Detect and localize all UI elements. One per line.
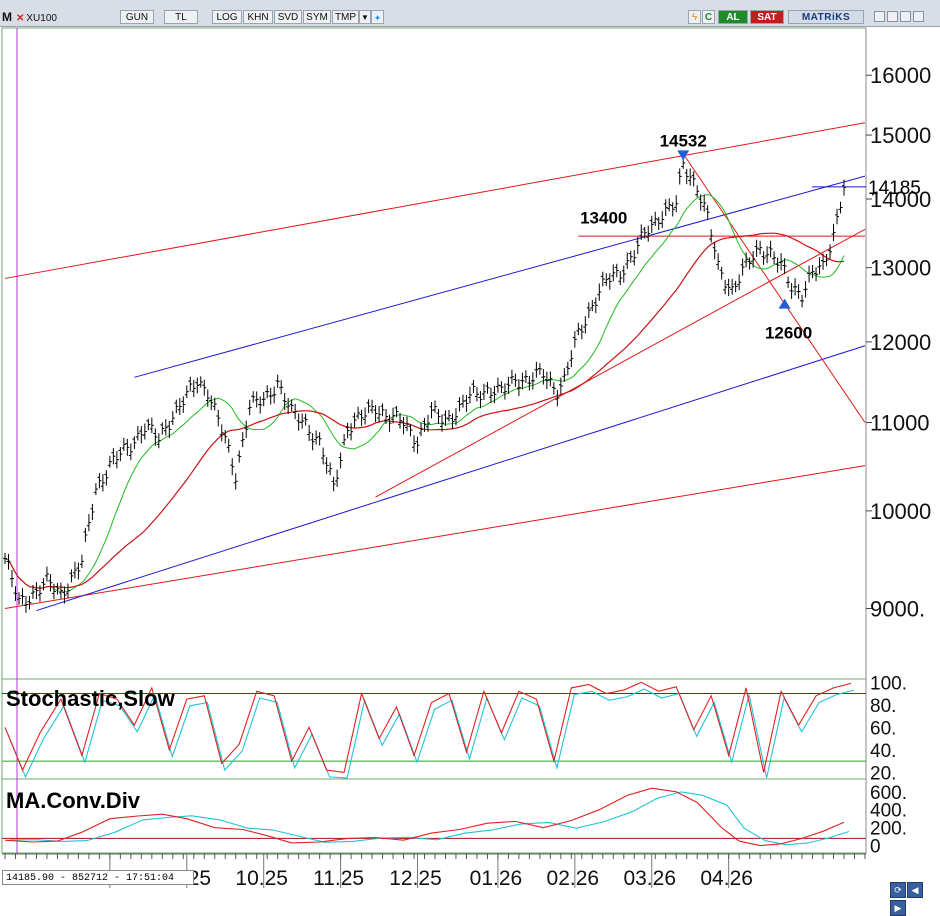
macd-tick-label: 600. <box>870 783 907 804</box>
x-icon: ✕ <box>16 13 25 24</box>
stochastic-tick-label: 100. <box>870 673 907 694</box>
y-tick-label: 12000 <box>870 330 931 355</box>
toolbar-button-khn[interactable]: KHN <box>243 10 273 24</box>
main-panel-frame <box>1 27 867 680</box>
help-icon[interactable] <box>874 11 885 22</box>
refresh-c-icon[interactable]: C <box>702 10 715 24</box>
toolbar-button-svd[interactable]: SVD <box>274 10 302 24</box>
peak-label: 14532 <box>660 131 707 150</box>
scroll-left-icon[interactable]: ◀ <box>907 882 923 898</box>
scroll-right-icon[interactable]: ▶ <box>890 900 906 916</box>
close-icon[interactable] <box>913 11 924 22</box>
toolbar-button-sym[interactable]: SYM <box>303 10 331 24</box>
y-tick-label: 13000 <box>870 256 931 281</box>
red-trend-line <box>4 122 866 279</box>
panel-frames <box>1 27 867 854</box>
x-tick-label: 12.25 <box>389 867 442 890</box>
trough-up-arrow-icon <box>778 298 791 309</box>
level-label: 13400 <box>580 209 627 228</box>
x-tick-label: 11.25 <box>313 867 364 890</box>
y-tick-label: 10000 <box>870 499 931 524</box>
price-bars <box>3 157 847 613</box>
macd-title: MA.Conv.Div <box>6 788 141 813</box>
x-tick-label: 04.26 <box>700 867 753 890</box>
x-tick-label: 03.26 <box>623 867 676 890</box>
toolbar: M ✕ XU100 GUN TL LOG KHN SVD SYM TMP ▼ ✦ ϟ… <box>0 0 940 27</box>
stochastic-tick-label: 60. <box>870 718 896 739</box>
trough-label: 12600 <box>765 324 812 343</box>
refresh-icon[interactable]: ⟳ <box>890 882 906 898</box>
status-readout: 14185.90 - 852712 - 17:51:04 <box>2 870 194 885</box>
red-trend-line <box>4 465 866 610</box>
stochastic-panel: 20.40.60.80.100. Stochastic,Slow <box>2 673 907 784</box>
blue-trend-line <box>134 175 866 378</box>
symbol-code: XU100 <box>26 13 57 24</box>
y-tick-label: 16000 <box>870 63 931 88</box>
y-tick-label: 11000 <box>870 411 930 436</box>
buy-button[interactable]: AL <box>718 10 748 24</box>
red-trend-line <box>375 228 866 498</box>
x-tick-label: 10.25 <box>235 867 288 890</box>
stochastic-title: Stochastic,Slow <box>6 686 176 711</box>
stochastic-d-line <box>7 688 855 779</box>
axes: 9000. 10000 11000 12000 13000 14000 15000 16000… <box>2 63 931 890</box>
macd-signal-line <box>10 791 850 846</box>
red-trend-line <box>682 153 866 423</box>
trend-lines <box>4 122 866 612</box>
macd-tick-label: 0 <box>870 837 881 858</box>
x-tick-label: 01.26 <box>470 867 523 890</box>
stochastic-k-line <box>4 681 852 774</box>
annotations: 14532 13400 12600 <box>580 131 812 342</box>
last-price-label: 14185 <box>868 178 921 199</box>
y-tick-label: 9000. <box>870 597 925 622</box>
maximize-icon[interactable] <box>900 11 911 22</box>
sell-button[interactable]: SAT <box>750 10 784 24</box>
blue-trend-line <box>36 345 866 612</box>
flash-icon[interactable]: ϟ <box>688 10 701 24</box>
y-tick-label: 15000 <box>870 123 931 148</box>
price-chart[interactable]: 14532 13400 12600 20.40.60.80.100. Stochast… <box>0 26 940 906</box>
y-tick-label: 14000 <box>870 187 931 212</box>
brand-label: MATRiKS <box>788 10 864 24</box>
toolbar-button-tmp[interactable]: TMP <box>332 10 359 24</box>
navigation-buttons: ⟳ ◀▶ <box>890 880 940 916</box>
stochastic-tick-label: 40. <box>870 741 896 762</box>
toolbar-button-tl[interactable]: TL <box>164 10 198 24</box>
minimize-icon[interactable] <box>887 11 898 22</box>
slow-moving-average-line <box>4 232 845 589</box>
macd-tick-label: 200. <box>870 819 907 840</box>
symbol-prefix: M <box>2 10 12 24</box>
macd-tick-label: 400. <box>870 801 907 822</box>
symbol-box[interactable]: M ✕ XU100 <box>2 10 57 24</box>
toolbar-button-gun[interactable]: GUN <box>120 10 154 24</box>
twitter-bird-icon[interactable]: ✦ <box>371 10 384 24</box>
macd-line <box>4 787 845 847</box>
dropdown-arrow-icon[interactable]: ▼ <box>359 10 371 24</box>
toolbar-button-log[interactable]: LOG <box>212 10 242 24</box>
x-tick-label: 02.26 <box>547 867 600 890</box>
stochastic-tick-label: 80. <box>870 696 896 717</box>
peak-down-arrow-icon <box>677 150 690 161</box>
stochastic-tick-label: 20. <box>870 763 896 784</box>
